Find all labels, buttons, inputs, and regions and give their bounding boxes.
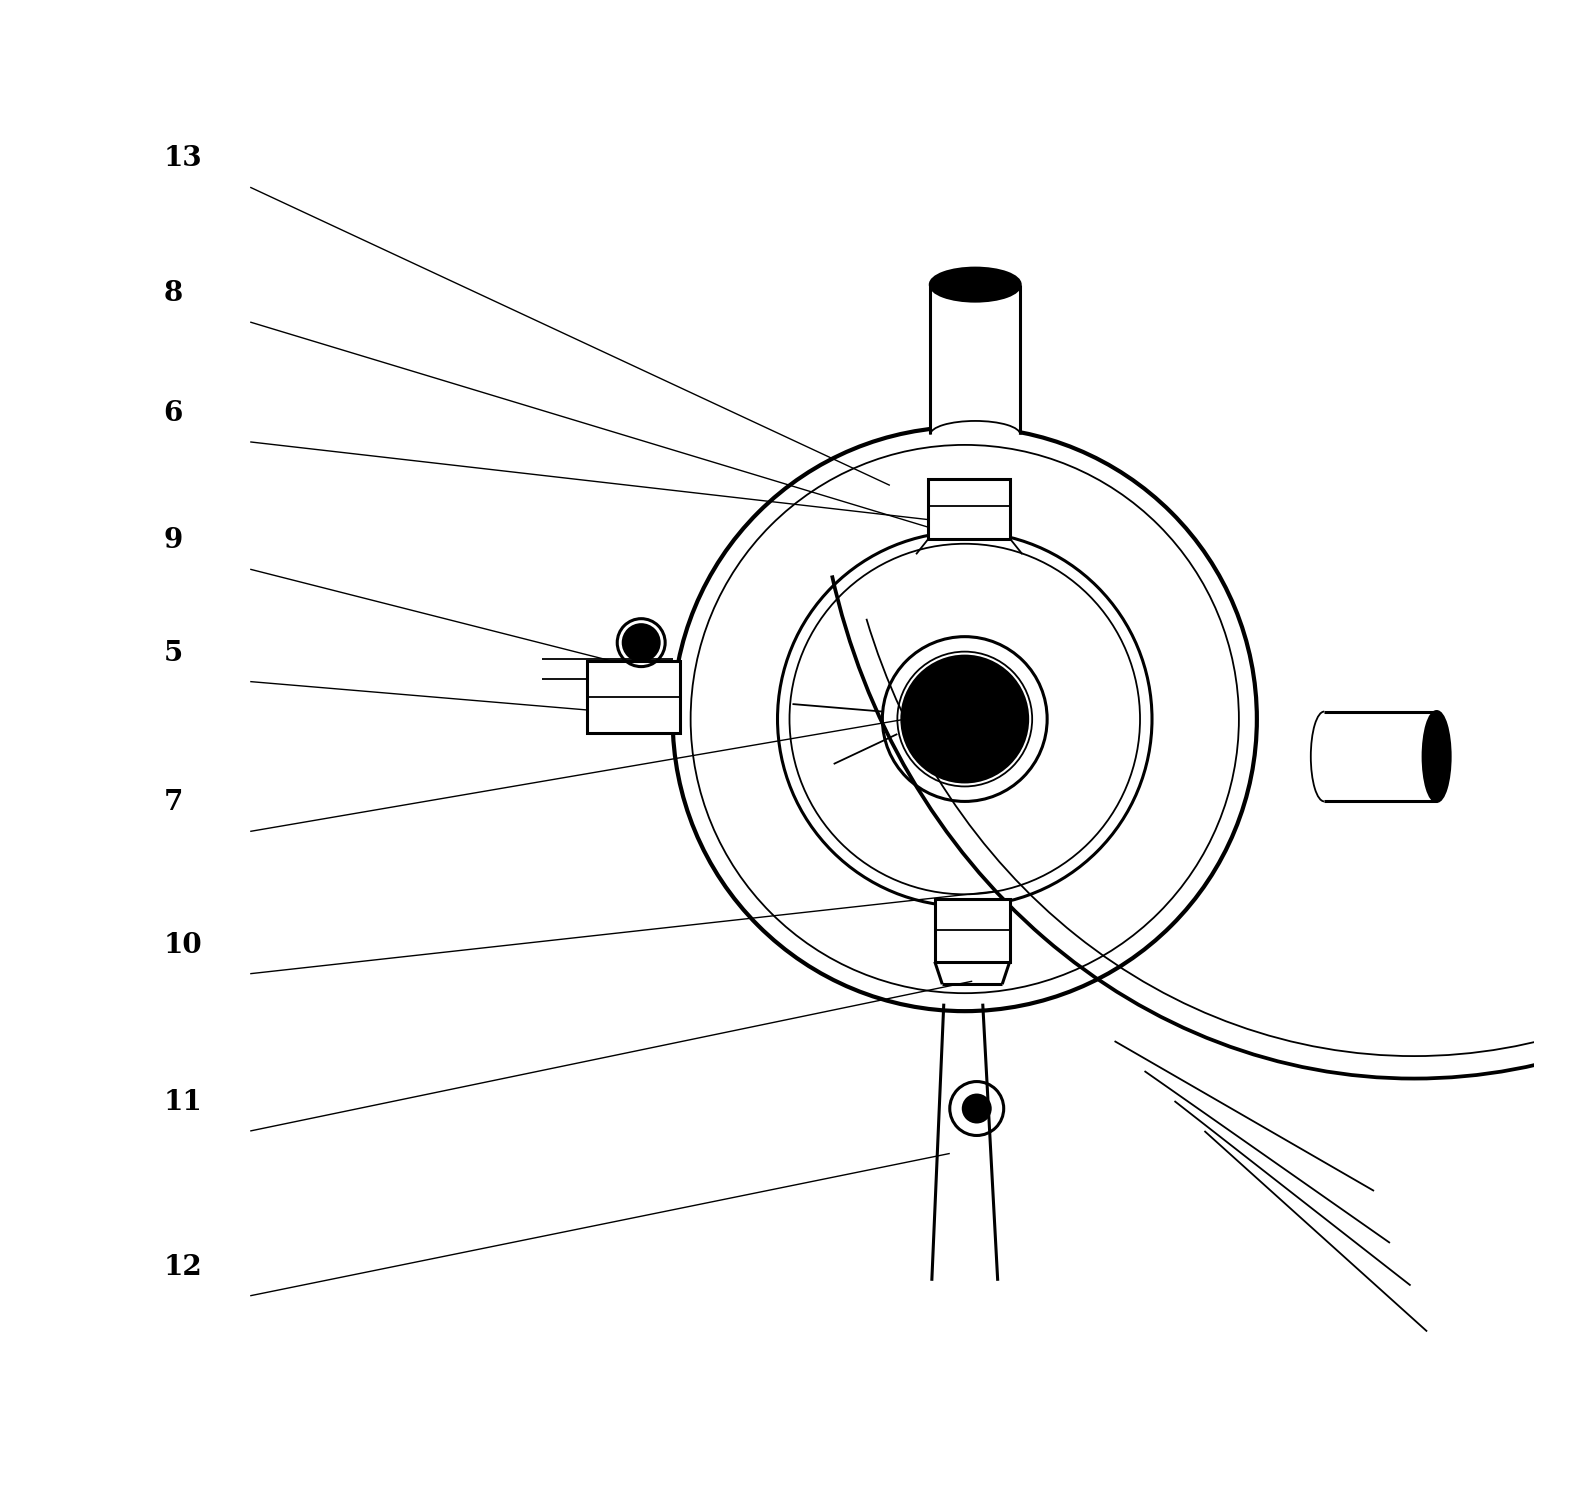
Bar bbox=[934, 899, 1010, 962]
Text: 9: 9 bbox=[163, 527, 182, 554]
Text: 8: 8 bbox=[163, 280, 182, 307]
Text: 6: 6 bbox=[163, 400, 182, 427]
Ellipse shape bbox=[1422, 712, 1451, 801]
Circle shape bbox=[900, 655, 1030, 783]
Ellipse shape bbox=[997, 703, 1024, 721]
Bar bbox=[934, 899, 1010, 962]
Text: 13: 13 bbox=[163, 145, 203, 172]
Ellipse shape bbox=[969, 697, 1020, 727]
Ellipse shape bbox=[931, 268, 1021, 301]
Bar bbox=[931, 285, 1021, 434]
Bar bbox=[587, 661, 680, 733]
Circle shape bbox=[622, 623, 661, 662]
Text: 12: 12 bbox=[163, 1254, 203, 1281]
Text: 11: 11 bbox=[163, 1089, 203, 1116]
Bar bbox=[1324, 712, 1437, 801]
Text: 7: 7 bbox=[163, 789, 182, 816]
Bar bbox=[928, 479, 1011, 539]
Text: 5: 5 bbox=[163, 640, 182, 667]
Text: 10: 10 bbox=[163, 932, 203, 959]
Circle shape bbox=[962, 1094, 992, 1124]
Bar bbox=[928, 479, 1011, 539]
